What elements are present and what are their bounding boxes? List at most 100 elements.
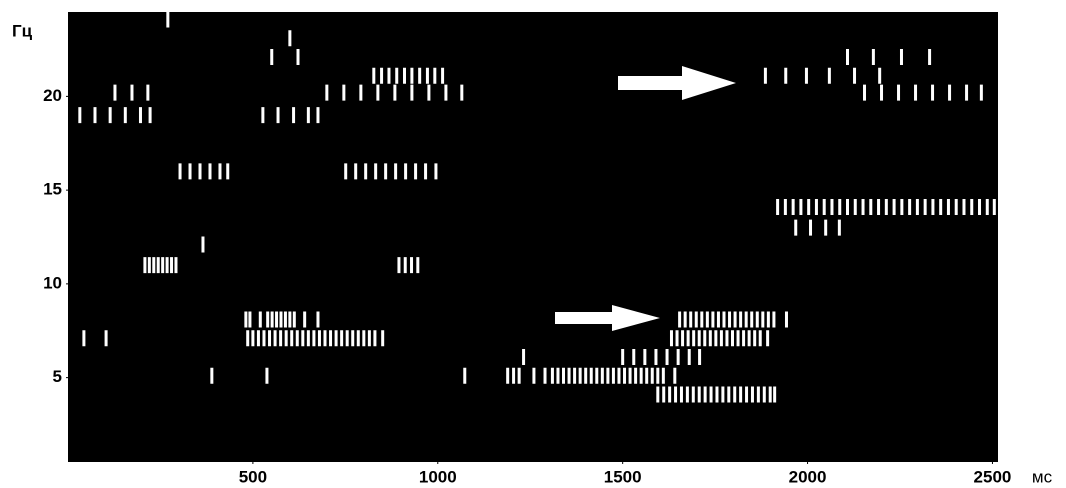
spike	[869, 199, 873, 215]
spike	[270, 311, 274, 328]
x-tick-label: 1000	[419, 467, 457, 486]
spike	[747, 330, 751, 347]
spike	[899, 49, 903, 65]
spike	[376, 84, 380, 101]
spike	[784, 311, 788, 328]
spike	[403, 257, 407, 274]
spike	[871, 49, 875, 65]
spike	[946, 199, 950, 215]
spike	[727, 386, 731, 403]
spike	[218, 163, 222, 180]
spike	[258, 311, 262, 328]
spike	[668, 386, 672, 403]
spike	[762, 386, 766, 403]
spike	[705, 311, 709, 328]
spike	[979, 84, 983, 101]
spike	[395, 67, 399, 84]
spike	[784, 67, 788, 84]
spike	[755, 311, 759, 328]
spike	[323, 330, 327, 347]
spike	[708, 330, 712, 347]
spike	[669, 330, 673, 347]
spike	[678, 311, 682, 328]
spike	[517, 367, 521, 384]
spike	[578, 367, 582, 384]
spike	[845, 49, 849, 65]
spike	[393, 84, 397, 101]
spike	[292, 107, 296, 124]
spike	[82, 330, 86, 347]
spike	[703, 386, 707, 403]
spike	[654, 349, 658, 365]
spike	[344, 163, 348, 180]
spike	[251, 330, 255, 347]
spike	[992, 199, 996, 215]
spike	[279, 330, 283, 347]
spike	[148, 107, 152, 124]
spike	[113, 84, 117, 101]
spike	[725, 330, 729, 347]
spike	[799, 199, 803, 215]
spike	[824, 219, 828, 236]
spike	[317, 330, 321, 347]
spike	[694, 311, 698, 328]
spike	[766, 311, 770, 328]
spike	[261, 107, 265, 124]
spike	[739, 311, 743, 328]
spike	[661, 367, 665, 384]
spike	[248, 311, 252, 328]
spike	[686, 330, 690, 347]
spike	[853, 199, 857, 215]
spike	[512, 367, 516, 384]
spike	[556, 367, 560, 384]
spike	[312, 330, 316, 347]
spike	[427, 84, 431, 101]
spike	[340, 330, 344, 347]
spike	[345, 330, 349, 347]
spike	[381, 330, 385, 347]
spike	[700, 311, 704, 328]
spike	[356, 330, 360, 347]
spike	[262, 330, 266, 347]
spike	[897, 84, 901, 101]
spike	[146, 84, 150, 101]
spike	[410, 67, 414, 84]
spike	[161, 257, 165, 274]
spike	[656, 386, 660, 403]
spike	[384, 163, 388, 180]
spike	[296, 49, 300, 65]
spike	[606, 367, 610, 384]
spike	[685, 386, 689, 403]
spike	[962, 199, 966, 215]
spike	[650, 367, 654, 384]
spike	[853, 67, 857, 84]
spike	[794, 219, 798, 236]
spike	[290, 330, 294, 347]
spike	[691, 386, 695, 403]
spike	[152, 257, 156, 274]
spike	[416, 257, 420, 274]
spike	[329, 330, 333, 347]
marks	[78, 11, 996, 403]
spike	[306, 107, 310, 124]
spike	[928, 49, 932, 65]
spike	[288, 30, 292, 47]
spike	[283, 311, 287, 328]
y-tick-label: 20	[43, 86, 62, 105]
spike	[244, 311, 248, 328]
spike	[923, 199, 927, 215]
spike	[721, 386, 725, 403]
spike	[863, 84, 867, 101]
spike	[354, 163, 358, 180]
spike	[807, 199, 811, 215]
spike	[634, 367, 638, 384]
spike	[804, 67, 808, 84]
spike	[166, 11, 170, 28]
spike	[364, 163, 368, 180]
spike	[584, 367, 588, 384]
spike	[687, 349, 691, 365]
spike	[178, 163, 182, 180]
spike	[733, 386, 737, 403]
spike	[639, 367, 643, 384]
